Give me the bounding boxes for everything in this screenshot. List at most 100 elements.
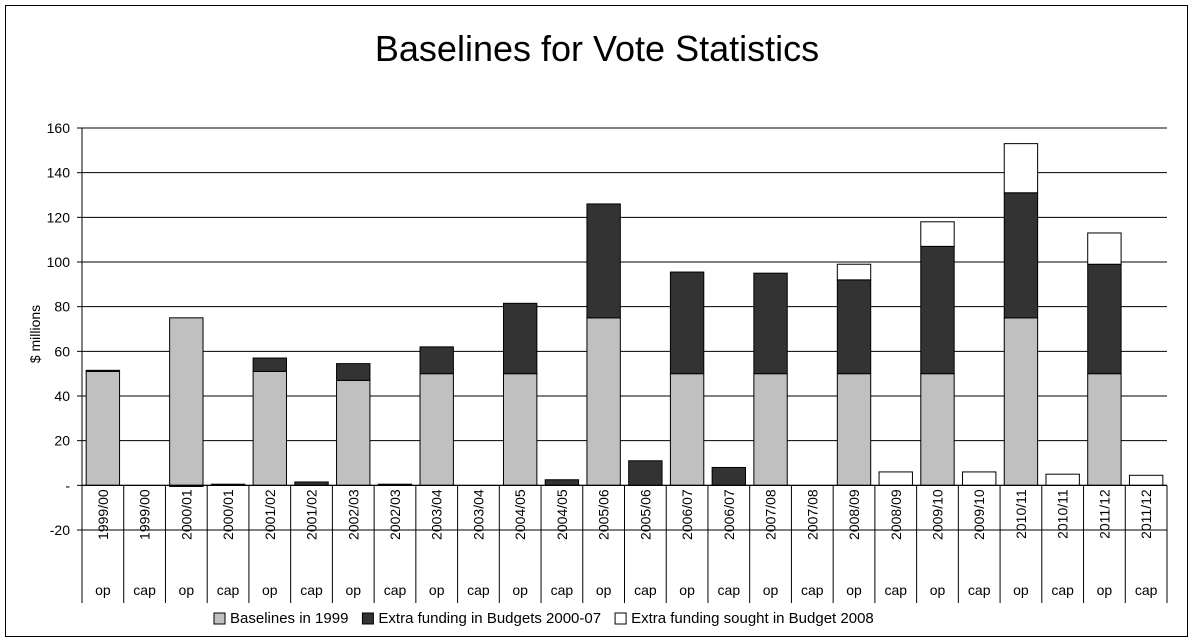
category-type-label: op (512, 582, 528, 598)
category-type-label: cap (968, 582, 991, 598)
y-tick-label: 80 (54, 299, 70, 315)
y-axis-label: $ millions (27, 305, 43, 363)
bar-segment-1 (586, 317, 621, 486)
category-type-label: op (763, 582, 779, 598)
category-type-label: op (596, 582, 612, 598)
bar-segment-2 (836, 279, 872, 375)
legend-swatch-2 (361, 612, 374, 625)
bar-segment-1 (669, 373, 705, 486)
category-type-label: cap (1051, 582, 1074, 598)
y-tick-label: 140 (47, 165, 71, 181)
category-type-label: cap (801, 582, 824, 598)
bar-segment-3 (836, 263, 872, 281)
legend-swatch-1 (213, 612, 226, 625)
category-type-label: op (1097, 582, 1113, 598)
bar-segment-3 (962, 471, 997, 486)
y-tick-label: 40 (54, 388, 70, 404)
bar-segment-1 (419, 373, 454, 486)
bar-segment-1 (252, 370, 287, 486)
legend-label-3: Extra funding sought in Budget 2008 (631, 610, 874, 627)
y-tick-label: 60 (54, 343, 70, 359)
category-type-label: op (429, 582, 445, 598)
bar-segment-2 (628, 460, 663, 486)
legend: Baselines in 1999 Extra funding in Budget… (213, 610, 874, 627)
bar-segment-1 (1087, 373, 1122, 486)
category-label: 2008/09 (888, 489, 904, 540)
legend-label-2: Extra funding in Budgets 2000-07 (378, 610, 601, 627)
category-label: 2009/10 (929, 489, 945, 540)
bar-segment-2 (753, 272, 788, 375)
category-type-label: op (679, 582, 695, 598)
bar-segment-3 (1128, 474, 1164, 486)
category-type-label: cap (217, 582, 240, 598)
bar-segment-2 (586, 203, 621, 319)
category-type-label: cap (300, 582, 323, 598)
category-type-label: cap (884, 582, 907, 598)
y-tick-label: 100 (47, 254, 71, 270)
bar-segment-1 (502, 373, 538, 486)
category-type-label: op (846, 582, 862, 598)
bar-segment-2 (1003, 192, 1039, 319)
bar-segment-1 (1003, 317, 1039, 486)
category-label: 2007/08 (763, 489, 779, 540)
category-type-label: op (345, 582, 361, 598)
category-label: 2006/07 (721, 489, 737, 540)
bar-segment-2 (711, 466, 747, 486)
category-type-label: op (262, 582, 278, 598)
bar-segment-2 (502, 302, 538, 375)
category-label: 2001/02 (262, 489, 278, 540)
legend-label-1: Baselines in 1999 (230, 610, 348, 627)
category-label: 2010/11 (1055, 489, 1071, 539)
category-label: 1999/00 (137, 489, 153, 540)
category-label: 2003/04 (429, 489, 445, 540)
category-label: 2009/10 (971, 489, 987, 540)
bar-segment-2 (669, 271, 705, 375)
bar-segment-1 (920, 373, 955, 486)
bar-segment-2 (544, 479, 580, 486)
category-type-label: op (930, 582, 946, 598)
y-tick-label: -20 (50, 522, 70, 538)
legend-swatch-3 (614, 612, 627, 625)
bar-segment-1 (753, 373, 788, 486)
category-label: 2005/06 (637, 489, 653, 540)
category-label: 2011/12 (1096, 489, 1112, 539)
category-type-label: cap (384, 582, 407, 598)
bar-segment-1 (169, 317, 204, 486)
bar-segment-1 (85, 370, 121, 486)
category-type-label: cap (634, 582, 657, 598)
category-label: 2002/03 (387, 489, 403, 540)
y-tick-label: 20 (54, 433, 70, 449)
gridlines (77, 127, 1167, 531)
category-type-label: cap (133, 582, 156, 598)
bar-segment-2 (336, 363, 371, 381)
bar-segment-2 (419, 346, 454, 375)
category-type-label: cap (1135, 582, 1158, 598)
category-label: 1999/00 (95, 489, 111, 540)
category-labels: 1999/00 op 1999/00 cap 2000/01 op 2000/01 cap 20… (81, 485, 1168, 603)
category-type-label: op (1013, 582, 1029, 598)
bar-segment-3 (1087, 232, 1122, 265)
bar-segment-3 (1003, 143, 1039, 194)
bar-segment-2 (85, 369, 121, 372)
bar-segment-2 (920, 245, 955, 375)
category-label: 2004/05 (554, 489, 570, 540)
y-tick-label: - (65, 477, 70, 493)
category-label: 2005/06 (596, 489, 612, 540)
bar-segment-3 (1045, 473, 1080, 486)
category-label: 2008/09 (846, 489, 862, 540)
category-type-label: op (95, 582, 111, 598)
category-type-label: cap (551, 582, 574, 598)
y-tick-label: 120 (47, 209, 71, 225)
category-label: 2000/01 (220, 489, 236, 540)
category-label: 2007/08 (804, 489, 820, 540)
category-type-label: op (179, 582, 195, 598)
chart-title: Baselines for Vote Statistics (374, 28, 820, 69)
category-type-label: cap (718, 582, 741, 598)
category-label: 2001/02 (304, 489, 320, 540)
category-label: 2006/07 (679, 489, 695, 540)
category-label: 2011/12 (1138, 489, 1154, 539)
bar-segment-1 (336, 379, 371, 486)
bar-segment-3 (920, 221, 955, 247)
